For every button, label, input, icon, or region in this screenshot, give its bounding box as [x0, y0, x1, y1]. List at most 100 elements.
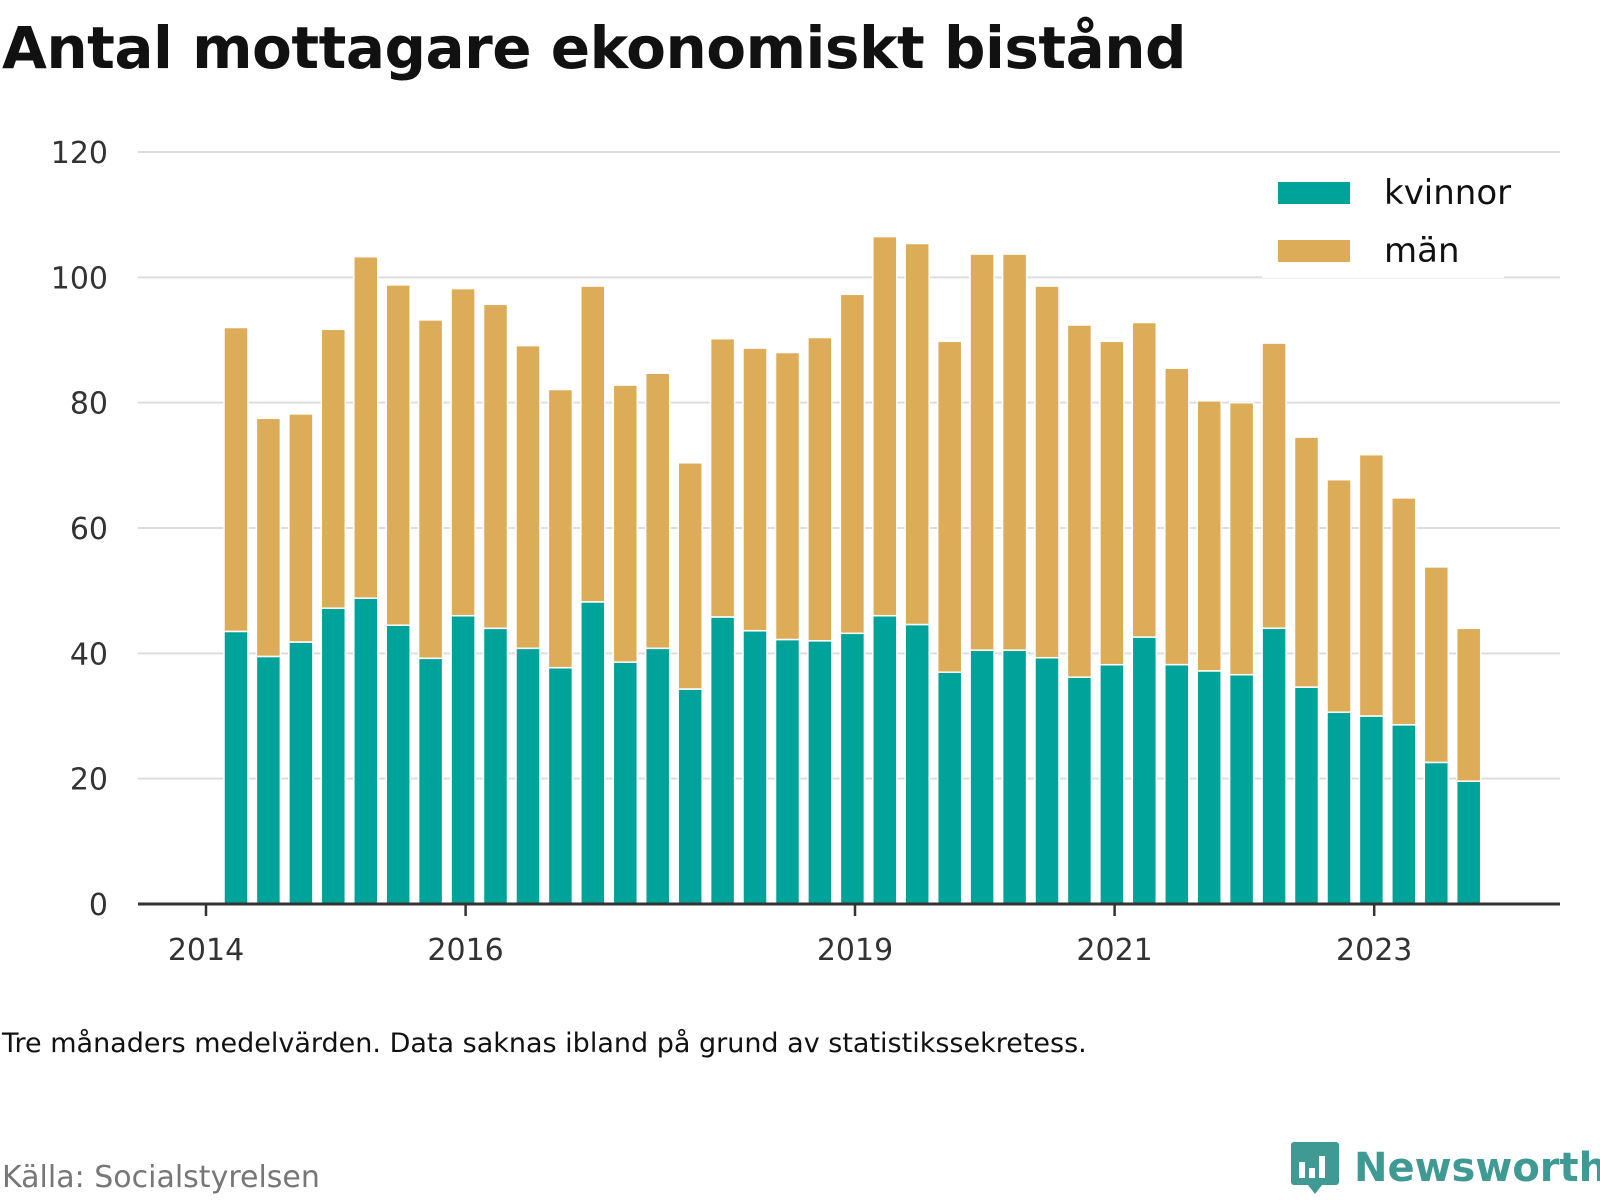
bar-man	[807, 336, 833, 642]
bar-kvinnor	[1261, 627, 1287, 905]
bar-kvinnor	[1034, 656, 1060, 905]
bar-kvinnor	[872, 614, 898, 905]
bar-man	[612, 384, 639, 663]
bar-kvinnor	[385, 624, 411, 905]
bar-man	[417, 319, 444, 660]
bar-kvinnor	[515, 647, 541, 905]
bar-kvinnor	[1066, 676, 1093, 905]
newsworthy-logo: Newsworthy	[1290, 1140, 1600, 1196]
bar-man	[450, 287, 476, 617]
bar-kvinnor	[482, 627, 509, 905]
bar-kvinnor	[417, 657, 444, 905]
bar-man	[774, 351, 801, 641]
bar-kvinnor	[1164, 663, 1190, 905]
bar-man	[482, 303, 509, 630]
newsworthy-logo-icon	[1291, 1142, 1339, 1194]
bar-man	[1326, 478, 1352, 713]
bar-man	[515, 344, 541, 650]
y-tick-label: 40	[70, 637, 108, 672]
bar-kvinnor	[580, 601, 606, 905]
x-tick-label: 2019	[817, 933, 893, 968]
bar-man	[1099, 340, 1125, 666]
bar-man	[1034, 285, 1060, 659]
bar-kvinnor	[677, 688, 703, 905]
bar-man	[1131, 321, 1158, 638]
bar-man	[709, 337, 736, 618]
legend-swatch-man	[1278, 240, 1350, 262]
chart-note: Tre månaders medelvärden. Data saknas ib…	[2, 1028, 1087, 1059]
bar-man	[839, 293, 866, 635]
y-tick-label: 80	[70, 387, 108, 422]
bar-man	[1358, 453, 1385, 717]
bar-man	[742, 347, 768, 632]
bar-man	[320, 328, 347, 609]
bar-man	[1455, 627, 1482, 782]
bar-man	[255, 417, 282, 658]
legend-label-kvinnor: kvinnor	[1384, 173, 1511, 213]
legend-swatch-kvinnor	[1278, 182, 1350, 204]
x-axis: 2014 2016 2019 2021 2023	[138, 902, 1560, 968]
bar-kvinnor	[320, 607, 347, 905]
bar-kvinnor	[288, 641, 314, 905]
bar-kvinnor	[839, 632, 866, 905]
bar-kvinnor	[1326, 711, 1352, 905]
bar-man	[644, 372, 671, 650]
bar-kvinnor	[742, 630, 768, 905]
bar-kvinnor	[353, 597, 379, 905]
bar-kvinnor	[1228, 673, 1255, 905]
legend: kvinnor män	[1262, 160, 1511, 278]
bar-kvinnor	[1293, 686, 1320, 905]
y-tick-label: 120	[51, 136, 108, 171]
bar-man	[969, 253, 995, 651]
brand-name: Newsworthy	[1354, 1145, 1600, 1191]
bar-man	[1293, 436, 1320, 688]
y-tick-label: 60	[70, 512, 108, 547]
x-tick-label: 2021	[1076, 933, 1152, 968]
bar-man	[904, 242, 930, 626]
bar-kvinnor	[1358, 715, 1385, 905]
bar-kvinnor	[1131, 636, 1158, 905]
bar-man	[677, 462, 703, 690]
bar-kvinnor	[709, 616, 736, 905]
stacked-bar-chart: 0 20 40 60 80 100 120 2014 2016 2019 2021 2023 kvi…	[51, 136, 1560, 968]
bar-kvinnor	[612, 661, 639, 905]
x-tick-label: 2023	[1336, 933, 1412, 968]
bar-man	[288, 413, 314, 643]
bars	[223, 235, 1482, 905]
chart-title: Antal mottagare ekonomiskt bistånd	[2, 14, 1187, 82]
bar-kvinnor	[774, 638, 801, 905]
bar-man	[1066, 324, 1093, 678]
bar-man	[1391, 497, 1417, 726]
bar-kvinnor	[450, 614, 476, 905]
bar-kvinnor	[936, 671, 963, 905]
y-tick-label: 20	[70, 763, 108, 798]
bar-man	[580, 285, 606, 603]
bar-kvinnor	[1099, 663, 1125, 905]
y-tick-label: 0	[89, 888, 108, 923]
bar-man	[1196, 400, 1222, 672]
bar-man	[353, 255, 379, 599]
bar-kvinnor	[1423, 761, 1450, 905]
bar-man	[547, 388, 574, 669]
bar-kvinnor	[1001, 649, 1028, 905]
bar-kvinnor	[1391, 724, 1417, 905]
source-label: Källa: Socialstyrelsen	[2, 1160, 320, 1195]
bar-man	[385, 284, 411, 626]
bar-kvinnor	[255, 655, 282, 905]
y-tick-label: 100	[51, 261, 108, 296]
bar-man	[1423, 566, 1450, 764]
bar-kvinnor	[644, 647, 671, 905]
bar-man	[1164, 367, 1190, 666]
bar-kvinnor	[1455, 780, 1482, 905]
bar-kvinnor	[223, 630, 249, 905]
y-axis-labels: 0 20 40 60 80 100 120	[51, 136, 108, 923]
bar-man	[936, 340, 963, 673]
bar-kvinnor	[1196, 670, 1222, 905]
bar-kvinnor	[904, 623, 930, 905]
bar-man	[223, 326, 249, 633]
legend-label-man: män	[1384, 231, 1460, 271]
x-tick-label: 2014	[168, 933, 244, 968]
bar-man	[872, 235, 898, 617]
bar-kvinnor	[547, 666, 574, 905]
bar-kvinnor	[969, 649, 995, 905]
